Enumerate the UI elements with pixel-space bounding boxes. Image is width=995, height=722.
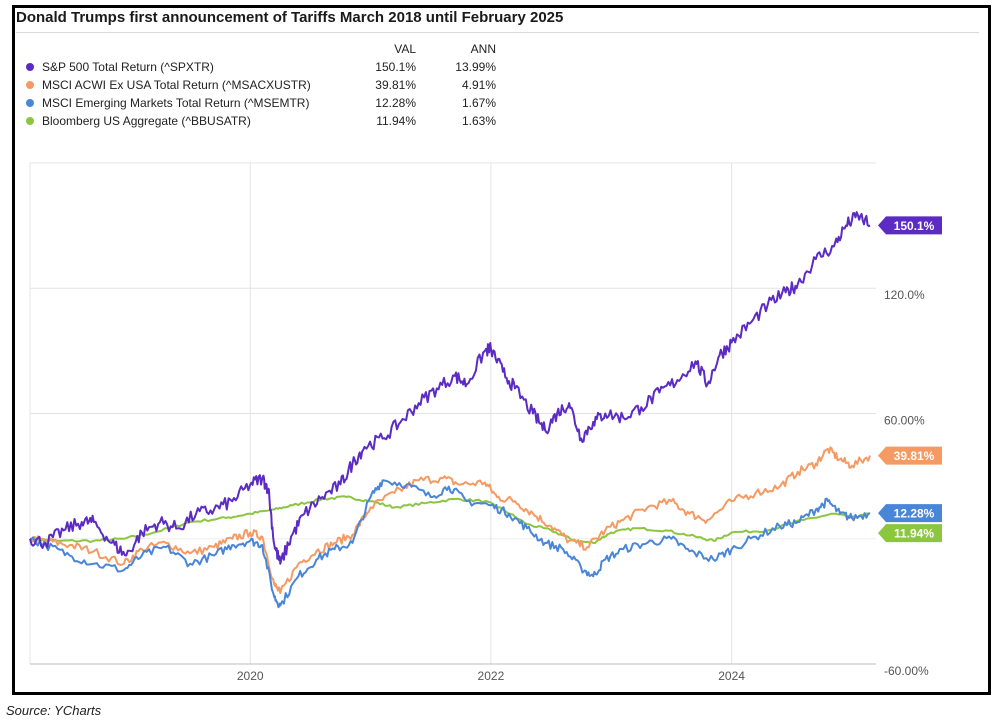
x-tick-label: 2022	[478, 669, 505, 683]
legend: VAL ANN S&P 500 Total Return (^SPXTR) 15…	[16, 40, 496, 130]
end-value-tag	[878, 504, 942, 523]
y-tick-label: 60.00%	[884, 413, 925, 427]
legend-ann-header: ANN	[470, 42, 496, 56]
legend-ann: 4.91%	[461, 78, 496, 92]
legend-header: VAL ANN	[16, 40, 496, 58]
end-value-tag	[878, 446, 942, 465]
legend-ann: 1.67%	[461, 96, 496, 110]
legend-row-em: MSCI Emerging Markets Total Return (^MSE…	[16, 94, 496, 112]
legend-dot-icon	[26, 99, 34, 107]
x-tick-label: 2024	[718, 669, 745, 683]
legend-val: 150.1%	[375, 60, 416, 74]
end-value-label: 11.94%	[894, 527, 934, 541]
legend-val: 11.94%	[376, 114, 416, 128]
title-divider	[16, 32, 979, 33]
chart-frame	[12, 5, 991, 695]
legend-dot-icon	[26, 63, 34, 71]
legend-row-acwi: MSCI ACWI Ex USA Total Return (^MSACXUST…	[16, 76, 496, 94]
legend-ann: 1.63%	[461, 114, 496, 128]
end-value-tag	[878, 524, 942, 543]
legend-val: 39.81%	[375, 78, 416, 92]
end-value-label: 39.81%	[894, 449, 935, 463]
end-value-tag	[878, 216, 942, 235]
series-line	[29, 495, 871, 545]
end-value-label: 150.1%	[894, 219, 935, 233]
legend-val-header: VAL	[394, 42, 416, 56]
y-tick-label: -60.00%	[884, 664, 929, 678]
legend-name: Bloomberg US Aggregate (^BBUSATR)	[42, 114, 251, 128]
legend-ann: 13.99%	[455, 60, 496, 74]
series-line	[29, 446, 871, 594]
x-tick-label: 2020	[237, 669, 264, 683]
legend-name: MSCI Emerging Markets Total Return (^MSE…	[42, 96, 310, 110]
legend-row-spx: S&P 500 Total Return (^SPXTR) 150.1% 13.…	[16, 58, 496, 76]
series-line	[29, 479, 871, 609]
series-line	[29, 211, 871, 565]
legend-val: 12.28%	[375, 96, 416, 110]
end-value-label: 12.28%	[894, 507, 935, 521]
legend-name: S&P 500 Total Return (^SPXTR)	[42, 60, 214, 74]
legend-dot-icon	[26, 117, 34, 125]
source-note: Source: YCharts	[6, 703, 102, 718]
y-tick-label: 120.0%	[884, 288, 925, 302]
chart-title: Donald Trumps first announcement of Tari…	[16, 9, 564, 26]
legend-name: MSCI ACWI Ex USA Total Return (^MSACXUST…	[42, 78, 311, 92]
legend-row-agg: Bloomberg US Aggregate (^BBUSATR) 11.94%…	[16, 112, 496, 130]
legend-dot-icon	[26, 81, 34, 89]
